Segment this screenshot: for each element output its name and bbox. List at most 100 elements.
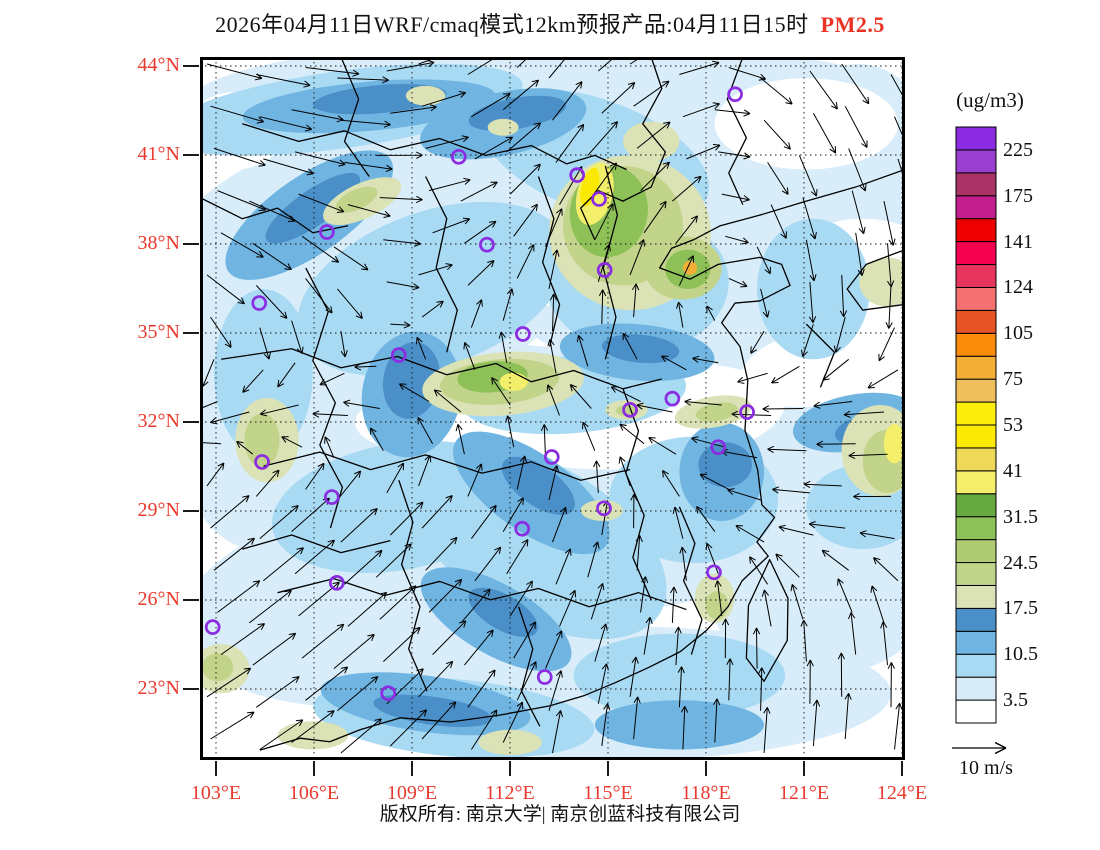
boundary-line: [263, 452, 630, 480]
wind-arrow: [301, 623, 345, 659]
wind-arrow: [516, 57, 530, 68]
wind-arrow: [379, 195, 423, 204]
wind-arrow: [259, 505, 299, 539]
wind-arrow: [344, 161, 393, 172]
colorbar-tick-label: 75: [1003, 368, 1023, 391]
colorbar-box: [955, 653, 997, 678]
wind-arrow: [213, 537, 255, 571]
wind-arrow: [421, 701, 457, 740]
wind-arrow: [549, 293, 558, 332]
wind-arrow: [870, 585, 885, 624]
wind-arrow: [587, 121, 619, 156]
wind-arrow: [760, 288, 770, 318]
wind-arrow: [263, 158, 314, 176]
wind-arrow: [770, 204, 787, 239]
wind-arrow: [643, 200, 667, 234]
wind-arrow: [255, 469, 280, 497]
wind-arrow: [778, 524, 814, 536]
colorbar-box: [955, 607, 997, 632]
wind-arrow: [343, 399, 380, 409]
pm25-contour-blob: [335, 186, 378, 213]
wind-arrow: [502, 79, 540, 111]
station-marker: [536, 669, 553, 685]
wind-arrow: [686, 144, 721, 160]
station-marker: [328, 574, 345, 591]
boundary-line: [727, 57, 746, 205]
station-marker: [664, 390, 681, 407]
wind-arrow: [629, 239, 645, 276]
wind-arrow: [629, 656, 639, 697]
station-marker: [323, 489, 340, 505]
wind-arrow: [474, 546, 502, 582]
wind-arrow: [798, 155, 818, 197]
wind-arrow: [672, 506, 684, 539]
wind-arrow: [880, 621, 888, 666]
wind-arrow: [418, 660, 454, 698]
wind-arrow: [340, 119, 391, 128]
wind-arrow: [417, 416, 434, 444]
wind-arrow: [386, 281, 420, 291]
wind-arrow: [582, 421, 596, 451]
station-marker: [706, 564, 722, 581]
wind-arrow: [220, 623, 266, 656]
wind-arrow: [594, 203, 614, 241]
lon-tick-label: 106°E: [288, 782, 340, 804]
lon-tick-label: 103°E: [190, 782, 242, 804]
wind-arrow: [691, 436, 726, 448]
wind-arrow: [491, 377, 511, 406]
wind-arrow: [763, 119, 791, 150]
wind-arrow: [206, 462, 225, 487]
wind-arrow: [771, 365, 800, 384]
lat-tick-label: 32°N: [137, 410, 180, 432]
pm25-contour-blob: [756, 218, 870, 360]
wind-arrow: [670, 586, 678, 623]
wind-arrow: [210, 495, 250, 529]
lat-tick-label: 38°N: [137, 232, 180, 254]
colorbar-tick-label: 175: [1003, 184, 1033, 207]
wind-arrow: [236, 440, 254, 455]
wind-arrow: [259, 327, 271, 360]
wind-arrow: [630, 493, 638, 529]
wind-arrow: [894, 702, 903, 750]
wind-arrow: [727, 488, 761, 501]
wind-arrow: [679, 60, 720, 75]
station-marker: [515, 326, 531, 342]
wind-arrow: [259, 719, 304, 750]
wind-arrow: [851, 190, 866, 235]
colorbar-box: [955, 447, 997, 472]
lon-tick-label: 118°E: [681, 782, 731, 804]
colorbar-tick-label: 10.5: [1003, 643, 1038, 666]
wind-arrow: [463, 342, 476, 370]
wind-arrow: [516, 661, 537, 701]
wind-arrow: [305, 67, 360, 77]
wind-arrow: [767, 445, 807, 454]
wind-arrow: [460, 588, 491, 624]
wind-arrow: [333, 246, 369, 271]
lat-tick-label: 44°N: [137, 54, 180, 76]
boundary-line: [847, 250, 905, 310]
pm25-contour-blob: [487, 118, 519, 136]
wind-arrow: [821, 549, 850, 571]
wind-arrow: [597, 57, 616, 72]
wind-arrow: [340, 331, 348, 358]
wind-arrow: [502, 288, 514, 321]
wind-arrow: [790, 583, 804, 620]
wind-arrow: [390, 104, 437, 114]
wind-arrow: [726, 658, 734, 701]
wind-arrow: [802, 197, 817, 240]
wind-arrow: [509, 163, 541, 195]
lon-tick-label: 124°E: [876, 782, 928, 804]
pm25-contour-blob: [580, 167, 600, 207]
wind-arrow: [772, 486, 810, 494]
pm25-contour-blob: [883, 423, 905, 464]
lat-tick-label: 35°N: [137, 321, 180, 343]
wind-arrow: [662, 469, 680, 497]
wind-arrow: [635, 535, 643, 571]
wind-arrow: [648, 437, 677, 455]
pm25-contour-blob: [501, 456, 575, 515]
wind-arrow: [382, 626, 421, 662]
colorbar-box: [955, 562, 997, 586]
wind-arrow: [867, 369, 899, 389]
colorbar-tick-label: 3.5: [1003, 689, 1028, 712]
